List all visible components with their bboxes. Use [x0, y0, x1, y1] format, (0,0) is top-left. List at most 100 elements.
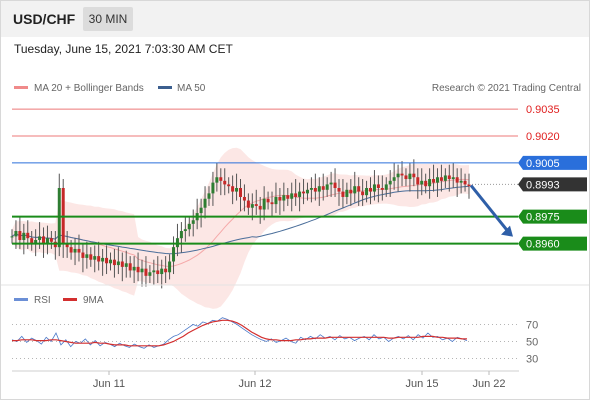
candle-body — [384, 184, 388, 190]
candle-body — [42, 236, 46, 244]
candle-body — [183, 229, 187, 232]
candle-body — [140, 268, 144, 273]
candle-body — [302, 191, 306, 194]
timestamp: Tuesday, June 15, 2021 7:03:30 AM CET — [14, 42, 233, 56]
candle-body — [231, 186, 235, 192]
candle-body — [345, 189, 349, 197]
candle-body — [211, 182, 215, 194]
candle-body — [290, 193, 294, 199]
candle-body — [408, 173, 412, 180]
resistance-label-0.9035: 0.9035 — [526, 104, 560, 116]
support-label-0.8975: 0.8975 — [526, 212, 560, 224]
candle-body — [357, 186, 361, 192]
candle-body — [108, 259, 112, 264]
candle-body — [443, 175, 447, 181]
candle-body — [187, 223, 191, 230]
chart-header: USD/CHF 30 MIN — [1, 1, 589, 37]
candle-body — [325, 184, 329, 190]
candle-body — [467, 184, 471, 187]
candle-body — [380, 188, 384, 190]
candle-body — [14, 231, 18, 237]
candle-body — [148, 272, 152, 276]
candle-body — [365, 188, 369, 196]
candle-body — [93, 256, 97, 260]
candle-body — [404, 175, 408, 180]
candle-body — [112, 259, 116, 266]
rsi-tick-30: 30 — [526, 354, 538, 366]
candle-body — [207, 193, 211, 199]
ma50-legend-swatch — [158, 86, 172, 89]
x-tick-label-0: Jun 11 — [93, 378, 125, 390]
candle-body — [10, 236, 14, 238]
candle-body — [164, 268, 168, 273]
key-levels: 0.9035 0.9020 0.9005 0.8993 0.8975 0.8960 — [12, 104, 587, 251]
candle-body — [85, 254, 89, 258]
candle-body — [416, 177, 420, 185]
candle-body — [144, 268, 148, 276]
candle-body — [298, 191, 302, 197]
candle-body — [136, 266, 140, 273]
rsi-legend-label: RSI — [34, 295, 51, 306]
rsi-ma-legend-label: 9MA — [83, 295, 104, 306]
candle-body — [215, 177, 219, 183]
candle-body — [432, 179, 436, 183]
candle-body — [235, 188, 239, 192]
candle-body — [77, 248, 81, 253]
ma50-line — [11, 185, 470, 255]
candle-body — [282, 195, 286, 201]
ma20-legend-label: MA 20 + Bollinger Bands — [34, 83, 144, 94]
candle-body — [34, 239, 38, 244]
candle-body — [128, 263, 132, 271]
candle-body — [455, 177, 459, 183]
candle-body — [38, 236, 42, 240]
candle-body — [376, 184, 380, 188]
candle-body — [152, 270, 156, 273]
rsi-legend-swatch — [14, 298, 28, 301]
support-label-box-0.8975 — [518, 209, 587, 224]
timeframe-button[interactable]: 30 MIN — [83, 7, 133, 31]
candle-body — [160, 268, 164, 275]
candle-body — [101, 257, 105, 262]
symbol-label: USD/CHF — [13, 11, 76, 27]
price-plot — [10, 147, 471, 309]
candle-body — [369, 188, 373, 192]
candle-body — [168, 261, 172, 273]
candle-body — [428, 179, 432, 187]
candle-body — [321, 186, 325, 190]
candle-body — [274, 196, 278, 205]
candle-body — [286, 195, 290, 199]
candle-body — [73, 248, 77, 253]
candle-body — [172, 247, 176, 262]
candle-body — [18, 231, 22, 240]
rsi-tick-50: 50 — [526, 337, 538, 349]
candle-body — [124, 263, 128, 267]
ma20-legend-swatch — [14, 86, 28, 89]
ma50-legend-label: MA 50 — [177, 83, 206, 94]
candle-body — [116, 261, 120, 266]
candle-body — [294, 193, 298, 197]
candle-body — [412, 173, 416, 178]
x-tick-label-1: Jun 12 — [238, 378, 271, 390]
candle-body — [396, 173, 400, 178]
candle-body — [392, 177, 396, 181]
x-axis: Jun 11 Jun 12 Jun 15 Jun 22 — [93, 371, 506, 390]
candle-body — [242, 196, 246, 201]
candle-body — [105, 257, 109, 264]
candle-body — [400, 173, 404, 176]
candle-body — [227, 184, 231, 187]
candle-body — [179, 231, 183, 239]
candle-body — [349, 189, 353, 194]
candle-body — [132, 266, 136, 271]
rsi-tick-70: 70 — [526, 320, 538, 332]
candle-body — [199, 207, 203, 214]
candle-body — [69, 247, 73, 253]
candle-body — [81, 252, 85, 258]
copyright-label: Research © 2021 Trading Central — [432, 83, 581, 94]
candle-body — [22, 232, 26, 240]
pivot-label-0.9005: 0.9005 — [526, 158, 560, 170]
candle-body — [361, 191, 365, 196]
pivot-label-box-0.9005 — [518, 155, 587, 170]
candle-body — [223, 180, 227, 185]
candle-body — [262, 198, 266, 210]
candle-body — [65, 243, 69, 248]
